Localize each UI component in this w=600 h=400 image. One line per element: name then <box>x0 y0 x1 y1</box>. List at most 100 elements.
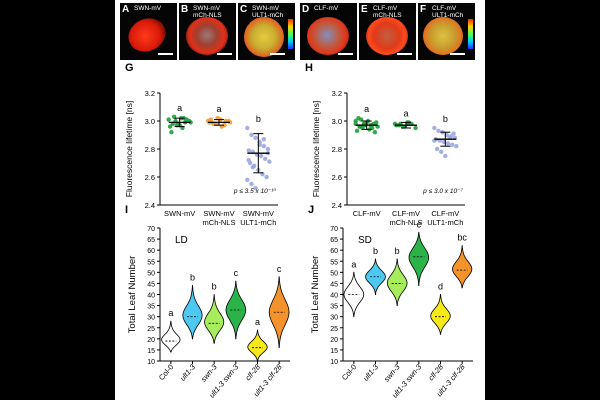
panel-letter: E <box>361 4 368 15</box>
data-point <box>451 131 456 136</box>
data-point <box>169 130 174 135</box>
scale-bar <box>338 53 353 55</box>
y-tick-label: 35 <box>330 304 338 311</box>
figure: A SWN-mV B SWN-mV mCh-NLS C SWN-mV ULT1-… <box>115 0 485 400</box>
y-tick-label: 3.0 <box>145 117 155 126</box>
x-tick-label: SWN-mV <box>203 209 234 218</box>
data-point <box>264 174 269 180</box>
y-tick-label: 20 <box>147 337 155 344</box>
violin <box>182 285 203 340</box>
x-tick-label: swn-3 <box>199 362 219 384</box>
x-tick-label: swn-3 <box>382 362 402 384</box>
violin <box>408 231 429 286</box>
panel-letter: H <box>305 63 313 74</box>
y-axis-label: Total Leaf Number <box>310 256 321 334</box>
x-tick-label: Col-0 <box>157 363 175 383</box>
data-point <box>188 120 193 125</box>
panel-label: SWN-mV <box>134 5 162 12</box>
y-tick-label: 60 <box>330 248 338 255</box>
x-tick-label: SWN-mV <box>164 209 195 218</box>
data-point <box>267 159 272 164</box>
panel-label: CLF-mV <box>314 5 339 12</box>
panel-letter: B <box>181 4 189 15</box>
data-point <box>250 165 256 170</box>
y-tick-label: 50 <box>147 270 155 277</box>
x-tick-label: clf-28 <box>243 362 262 382</box>
data-point <box>167 124 173 129</box>
data-point <box>432 125 437 131</box>
significance-letter: c <box>277 264 282 274</box>
x-tick-label: ult1-3 <box>178 362 197 383</box>
data-point <box>245 125 250 131</box>
data-point <box>253 135 258 140</box>
panel-letter: F <box>420 4 427 15</box>
y-tick-label: 50 <box>330 270 338 277</box>
scale-bar <box>450 53 465 55</box>
data-point <box>354 128 360 133</box>
panel-letter: G <box>125 63 134 74</box>
x-tick-label: SWN-mV <box>243 209 274 218</box>
significance-letter: b <box>190 273 195 283</box>
significance-letter: a <box>177 103 182 113</box>
x-tick-label: CLF-mV <box>392 209 420 218</box>
image-panel-e: E CLF-mV mCh-NLS <box>359 3 416 60</box>
y-tick-label: 2.4 <box>332 201 342 210</box>
y-tick-label: 40 <box>147 293 155 300</box>
significance-letter: a <box>216 104 221 114</box>
chart-i: I 10 15 20 25 30 35 40 45 50 55 60 65 70 Total Leaf Nu… <box>125 204 290 400</box>
violin <box>430 294 451 335</box>
y-tick-label: 3.0 <box>332 117 342 126</box>
significance-letter: a <box>255 317 260 327</box>
y-tick-label: 15 <box>147 348 155 355</box>
significance-letter: c <box>234 268 239 278</box>
y-axis-label: Fluorescence lifetime [ns] <box>311 101 321 197</box>
significance-letter: d <box>438 282 443 292</box>
data-point <box>208 117 213 122</box>
significance-letter: a <box>364 104 369 114</box>
charts-canvas: G 2.4 2.6 2.8 3.0 3.2 Fluorescence lifetime [n… <box>124 63 473 400</box>
y-tick-label: 65 <box>147 237 155 244</box>
panel-label: CLF-mV mCh-NLS <box>373 5 402 19</box>
violin <box>161 320 181 353</box>
significance-letter: a <box>403 108 408 118</box>
violin <box>386 258 408 306</box>
significance-letter: c <box>417 219 422 229</box>
y-tick-label: 15 <box>330 348 338 355</box>
y-tick-label: 10 <box>147 359 155 366</box>
violin <box>451 244 473 289</box>
data-point <box>261 144 267 149</box>
data-point <box>413 125 418 131</box>
y-tick-label: 70 <box>330 226 338 233</box>
x-tick-label: ULT1-mCh <box>240 218 276 227</box>
y-tick-label: 2.6 <box>145 173 155 182</box>
lifetime-colorbar <box>468 19 473 49</box>
y-tick-label: 10 <box>330 359 338 366</box>
y-tick-label: 2.8 <box>332 145 342 154</box>
x-tick-label: mCh-NLS <box>390 218 423 227</box>
y-axis-label: Fluorescence lifetime [ns] <box>124 101 134 197</box>
data-point <box>443 153 448 159</box>
data-point <box>246 148 251 153</box>
data-point <box>265 146 271 152</box>
panel-letter: J <box>308 204 314 216</box>
data-point <box>445 141 451 146</box>
chart-g: G 2.4 2.6 2.8 3.0 3.2 Fluorescence lifetime [n… <box>124 63 278 227</box>
y-tick-label: 45 <box>147 281 155 288</box>
y-tick-label: 25 <box>147 326 155 333</box>
significance-letter: bc <box>457 233 467 243</box>
data-point <box>166 117 171 122</box>
data-point <box>246 158 251 163</box>
violin <box>247 329 268 362</box>
data-point <box>353 118 358 124</box>
image-panel-d: D CLF-mV <box>300 3 357 60</box>
chart-h: H 2.4 2.6 2.8 3.0 3.2 Fluorescence lifetime [n… <box>305 63 465 227</box>
y-tick-label: 55 <box>147 259 155 266</box>
significance-letter: b <box>395 246 400 256</box>
scale-bar <box>158 53 173 55</box>
data-point <box>249 132 254 138</box>
data-point <box>436 128 441 133</box>
data-point <box>439 149 444 154</box>
image-panel-b: B SWN-mV mCh-NLS <box>179 3 236 60</box>
y-tick-label: 70 <box>147 226 155 233</box>
panel-label: CLF-mV ULT1-mCh <box>432 5 464 19</box>
